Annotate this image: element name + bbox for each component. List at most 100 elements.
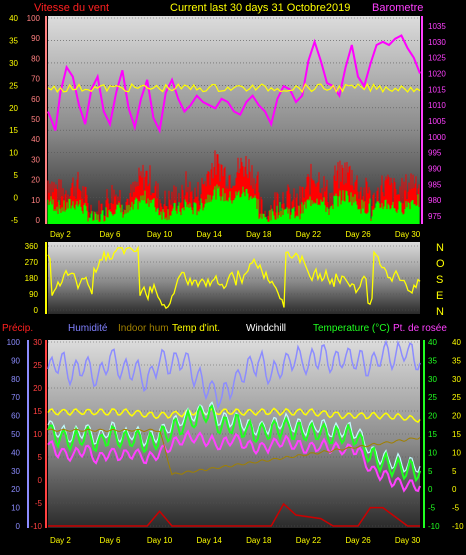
direction-tick: 180 <box>25 274 39 283</box>
barometer-tick: 1025 <box>428 54 446 63</box>
humidity-tick: 0 <box>16 522 21 531</box>
wind-kmh-tick: 40 <box>31 135 40 144</box>
precip-series-line <box>48 502 420 527</box>
wind-kmh-tick: 0 <box>36 216 41 225</box>
legend-windchill: Windchill <box>246 323 286 334</box>
wind-x-tick: Day 30 <box>395 230 421 239</box>
barometer-tick: 1005 <box>428 117 446 126</box>
wind-x-tick: Day 10 <box>147 230 173 239</box>
barometer-tick: 1035 <box>428 22 446 31</box>
wind-direction-series-line <box>47 245 421 310</box>
temp-right-tick-a: 25 <box>428 393 437 402</box>
temp-right-tick-a: 20 <box>428 412 437 421</box>
barometer-tick: 995 <box>428 149 442 158</box>
wind-mph-tick: 10 <box>9 149 18 158</box>
barometer-tick: 1000 <box>428 133 446 142</box>
temp-right-tick-a: 10 <box>428 448 437 457</box>
wind-kmh-tick: 70 <box>31 75 40 84</box>
humidity-tick: 70 <box>11 393 20 402</box>
dewpoint-series-line <box>47 429 421 493</box>
wind-x-tick: Day 26 <box>345 230 371 239</box>
chart-title: Current last 30 days 31 Octobre2019 <box>170 2 350 14</box>
temp-right-tick-a: -5 <box>428 504 436 513</box>
indoor-hum-series-line <box>47 428 421 476</box>
legend-temperature: Temperature (°C) <box>313 323 390 334</box>
humidity-tick: 100 <box>7 338 21 347</box>
temp-left-tick: -10 <box>30 522 42 531</box>
humidity-tick: 90 <box>11 356 20 365</box>
barometer-tick: 1030 <box>428 38 446 47</box>
direction-letter-o: O <box>436 258 445 270</box>
barometer-tick: 1020 <box>428 70 446 79</box>
temp-x-tick: Day 26 <box>345 536 371 545</box>
wind-kmh-tick: 30 <box>31 155 40 164</box>
temp-right-tick-b: -5 <box>452 504 460 513</box>
temperature-series-line <box>47 404 421 483</box>
temp-left-tick: 25 <box>33 361 42 370</box>
temp-left-tick: 10 <box>33 430 42 439</box>
temp-right-tick-a: 40 <box>428 338 437 347</box>
temp-right-tick-b: 20 <box>452 412 461 421</box>
temp-right-tick-b: 5 <box>452 467 457 476</box>
humidity-series-line <box>47 339 421 410</box>
temp-right-tick-a: 15 <box>428 430 437 439</box>
wind-kmh-tick: 60 <box>31 95 40 104</box>
wind-mph-tick: 20 <box>9 104 18 113</box>
temp-right-tick-b: -10 <box>452 522 464 531</box>
windchill-series-line <box>47 401 421 474</box>
indoor-temp-series-line <box>47 407 421 424</box>
humidity-tick: 80 <box>11 375 20 384</box>
temp-right-tick-a: 35 <box>428 356 437 365</box>
legend-humidity: Humidité <box>68 323 108 334</box>
humidity-tick: 30 <box>11 467 20 476</box>
temp-x-tick: Day 18 <box>246 536 272 545</box>
direction-letter-e: E <box>436 290 443 302</box>
wind-x-tick: Day 18 <box>246 230 272 239</box>
wind-mph-tick: 30 <box>9 59 18 68</box>
direction-tick: 270 <box>25 258 39 267</box>
wind-x-tick: Day 6 <box>100 230 121 239</box>
barometer-tick: 1015 <box>428 85 446 94</box>
temp-x-tick: Day 10 <box>147 536 173 545</box>
temp-x-tick: Day 6 <box>100 536 121 545</box>
temp-right-tick-a: 30 <box>428 375 437 384</box>
wind-x-tick: Day 22 <box>296 230 322 239</box>
direction-letter-s: S <box>436 274 443 286</box>
temp-left-tick: 0 <box>38 476 43 485</box>
direction-tick: 360 <box>25 242 39 251</box>
wind-mph-tick: 0 <box>14 194 19 203</box>
temp-left-tick: -5 <box>35 499 43 508</box>
temp-left-tick: 30 <box>33 338 42 347</box>
legend-precip: Précip. <box>2 323 33 334</box>
barometer-tick: 980 <box>428 196 442 205</box>
wind-kmh-tick: 50 <box>31 115 40 124</box>
temp-right-tick-b: 15 <box>452 430 461 439</box>
temp-x-tick: Day 14 <box>197 536 223 545</box>
temp-right-tick-b: 25 <box>452 393 461 402</box>
wind-mph-tick: 5 <box>14 171 19 180</box>
temp-right-tick-b: 40 <box>452 338 461 347</box>
wind-mph-tick: 35 <box>9 36 18 45</box>
barometer-tick: 1010 <box>428 101 446 110</box>
direction-tick: 0 <box>34 306 39 315</box>
temp-right-tick-b: 10 <box>452 448 461 457</box>
direction-letter-n-bottom: N <box>436 306 444 318</box>
humidity-tick: 60 <box>11 412 20 421</box>
wind-mph-tick: -5 <box>11 216 19 225</box>
wind-kmh-tick: 20 <box>31 176 40 185</box>
humidity-tick: 10 <box>11 504 20 513</box>
humidity-tick: 50 <box>11 430 20 439</box>
temp-right-tick-a: -10 <box>428 522 440 531</box>
wind-mph-tick: 15 <box>9 126 18 135</box>
temp-right-tick-b: 30 <box>452 375 461 384</box>
humidity-tick: 40 <box>11 448 20 457</box>
direction-tick: 90 <box>29 290 38 299</box>
legend-indoor-temp: Temp d'int. <box>172 323 220 334</box>
wind-kmh-tick: 10 <box>31 196 40 205</box>
wind-x-tick: Day 14 <box>197 230 223 239</box>
wind-x-tick: Day 2 <box>50 230 71 239</box>
barometer-tick: 990 <box>428 165 442 174</box>
wind-avg-direction-line <box>47 82 421 94</box>
wind-kmh-tick: 80 <box>31 54 40 63</box>
